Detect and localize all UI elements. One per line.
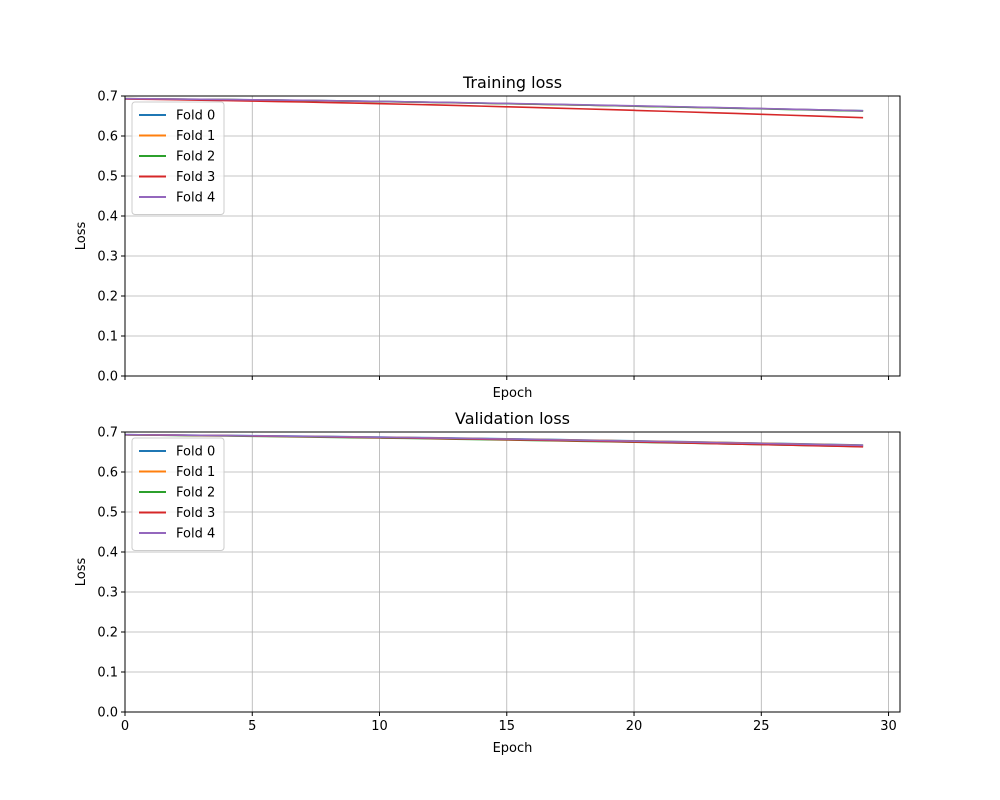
training-loss-y-tick-label: 0.2 — [97, 290, 118, 305]
training-loss-axes-frame — [124, 95, 901, 377]
training-loss-y-tick-label: 0.7 — [97, 90, 118, 105]
training-loss-y-tick-label: 0.3 — [97, 250, 118, 265]
validation-loss-title: Validation loss — [455, 409, 570, 428]
validation-loss-y-tick-label: 0.4 — [97, 546, 118, 561]
validation-loss-axes-frame — [124, 431, 901, 713]
validation-loss-ylabel: Loss — [74, 558, 89, 587]
training-loss-series-line-fold-4 — [124, 97, 864, 112]
validation-loss-y-tick-label: 0.6 — [97, 466, 118, 481]
validation-loss-legend-label-fold-4: Fold 4 — [176, 527, 215, 542]
training-loss-xlabel: Epoch — [493, 386, 533, 401]
training-loss-panel: Training loss Epoch Loss 0.0 0.1 0.2 0.3 0.4… — [74, 73, 901, 401]
training-loss-y-tick-label: 0.5 — [97, 170, 118, 185]
validation-loss-legend-label-fold-1: Fold 1 — [176, 465, 215, 480]
validation-loss-xlabel: Epoch — [493, 741, 533, 756]
validation-loss-legend-label-fold-3: Fold 3 — [176, 506, 215, 521]
training-loss-y-tick-label: 0.1 — [97, 330, 118, 345]
validation-loss-x-tick-label: 0 — [121, 719, 129, 734]
training-loss-title: Training loss — [462, 73, 562, 92]
training-loss-legend-label-fold-2: Fold 2 — [176, 150, 215, 165]
training-loss-ylabel: Loss — [74, 222, 89, 251]
training-loss-series-line-fold-3 — [124, 98, 864, 119]
validation-loss-x-tick-label: 30 — [880, 719, 897, 734]
validation-loss-y-tick-label: 0.2 — [97, 626, 118, 641]
validation-loss-x-tick-label: 5 — [248, 719, 256, 734]
validation-loss-series-line-fold-4 — [124, 433, 864, 447]
validation-loss-x-tick-label: 20 — [626, 719, 643, 734]
validation-loss-y-tick-label: 0.3 — [97, 586, 118, 601]
training-loss-legend-label-fold-0: Fold 0 — [176, 109, 215, 124]
validation-loss-y-tick-label: 0.0 — [97, 706, 118, 721]
training-loss-legend-label-fold-3: Fold 3 — [176, 170, 215, 185]
training-loss-legend — [131, 101, 225, 215]
validation-loss-y-tick-label: 0.7 — [97, 426, 118, 441]
validation-loss-y-tick-label: 0.5 — [97, 506, 118, 521]
validation-loss-panel: Validation loss Epoch Loss 0 5 10 15 20 25 30 0… — [74, 409, 901, 756]
validation-loss-legend-label-fold-0: Fold 0 — [176, 445, 215, 460]
validation-loss-x-tick-label: 15 — [498, 719, 515, 734]
validation-loss-legend-label-fold-2: Fold 2 — [176, 486, 215, 501]
training-loss-legend-label-fold-1: Fold 1 — [176, 129, 215, 144]
validation-loss-legend — [131, 437, 225, 551]
training-loss-y-tick-label: 0.6 — [97, 130, 118, 145]
validation-loss-x-tick-label: 25 — [753, 719, 770, 734]
training-loss-y-tick-label: 0.4 — [97, 210, 118, 225]
training-loss-legend-label-fold-4: Fold 4 — [176, 191, 215, 206]
validation-loss-x-tick-label: 10 — [371, 719, 388, 734]
validation-loss-y-tick-label: 0.1 — [97, 666, 118, 681]
training-loss-y-tick-label: 0.0 — [97, 370, 118, 385]
